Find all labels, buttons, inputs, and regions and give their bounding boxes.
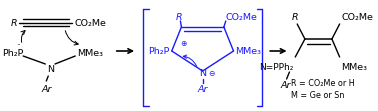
Text: CO₂Me: CO₂Me [342,13,373,22]
Text: Ar: Ar [197,84,208,93]
Text: R: R [11,19,18,28]
Text: R: R [292,13,299,22]
Text: N=PPh₂: N=PPh₂ [259,62,293,71]
Text: MMe₃: MMe₃ [342,62,367,71]
Text: MMe₃: MMe₃ [77,49,103,57]
Text: MMe₃: MMe₃ [235,47,262,56]
Text: ⊕: ⊕ [180,39,186,48]
Text: M = Ge or Sn: M = Ge or Sn [291,90,345,99]
Text: Ph₂P: Ph₂P [149,47,170,56]
Text: ⊖: ⊖ [208,68,214,77]
Text: R = CO₂Me or H: R = CO₂Me or H [291,78,355,87]
Text: CO₂Me: CO₂Me [74,19,106,28]
Text: N: N [199,68,206,77]
Text: Ar: Ar [280,80,291,89]
Text: ··: ·· [16,42,21,51]
Text: Ar: Ar [41,84,51,93]
Text: Ph₂P: Ph₂P [2,49,23,57]
Text: CO₂Me: CO₂Me [226,14,258,23]
Text: N: N [46,64,54,73]
Text: R: R [176,14,183,23]
